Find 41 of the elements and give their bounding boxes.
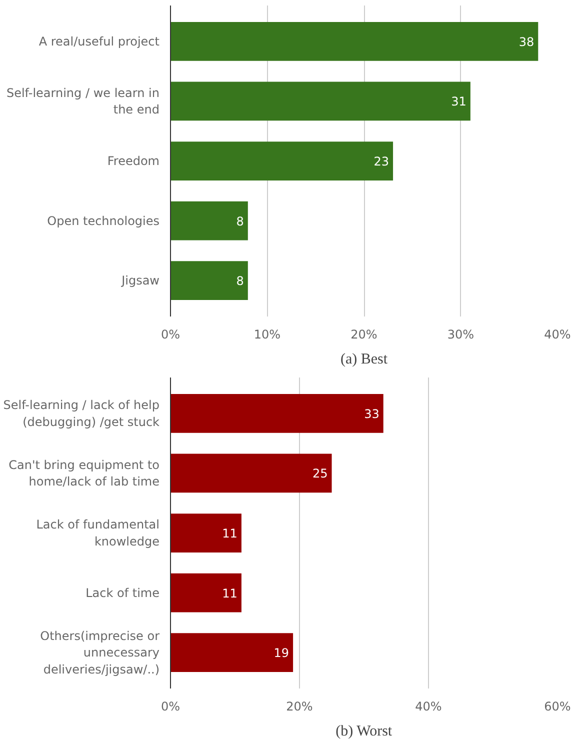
bar [170, 142, 394, 180]
data-label: 25 [312, 466, 328, 481]
x-tick-label: 30% [447, 328, 474, 342]
bar [170, 201, 248, 240]
x-tick-label: 40% [415, 700, 442, 714]
x-tick-label: 0% [160, 700, 180, 714]
y-tick-label: Lack of time [86, 586, 160, 600]
data-label: 11 [222, 586, 238, 600]
bar [170, 573, 242, 612]
data-label: 11 [222, 526, 238, 540]
bar [170, 22, 538, 61]
y-tick-label: Others(imprecise or unnecessary deliveries/jigsaw/..) [40, 628, 160, 676]
data-label: 38 [518, 34, 534, 49]
x-tick-label: 10% [254, 328, 281, 342]
y-tick-label: Self-learning / lack of help (debugging) /get stuck [3, 398, 160, 429]
y-tick-label: Open technologies [47, 214, 160, 228]
x-tick-label: 0% [160, 328, 180, 342]
x-tick-label: 20% [350, 328, 378, 342]
data-label: 31 [451, 94, 466, 109]
bar [170, 514, 242, 552]
data-label: 19 [274, 646, 290, 660]
bar [170, 633, 294, 672]
data-label: 23 [374, 154, 390, 168]
y-tick-label: Lack of fundamental knowledge [36, 518, 160, 548]
y-tick-label: Freedom [107, 154, 160, 168]
x-tick-label: 60% [544, 700, 571, 714]
text: (b) Worst [336, 724, 393, 740]
data-label: 33 [364, 406, 380, 421]
bar [170, 82, 470, 121]
bar [170, 454, 332, 493]
data-label: 8 [236, 214, 244, 228]
x-tick-label: 20% [286, 700, 313, 714]
y-tick-label: A real/useful project [38, 34, 160, 48]
text: (a) Best [340, 352, 388, 368]
bar [170, 394, 384, 433]
y-tick-label: Can't bring equipment to home/lack of lab time [8, 458, 160, 489]
data-label: 8 [236, 274, 244, 288]
y-tick-label: Self-learning / we learn in the end [6, 86, 160, 117]
y-tick-label: Jigsaw [120, 274, 160, 288]
x-tick-label: 40% [544, 328, 571, 342]
bar [170, 261, 248, 300]
